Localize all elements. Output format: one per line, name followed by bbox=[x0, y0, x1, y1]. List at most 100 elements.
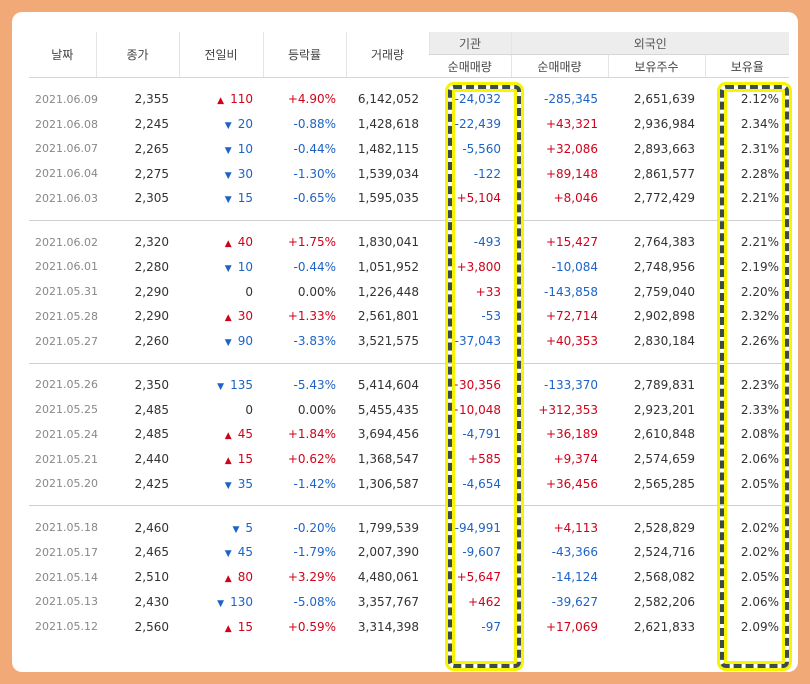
inst-net-cell: +5,104 bbox=[456, 191, 501, 206]
date-cell: 2021.05.17 bbox=[35, 545, 98, 559]
foreign-net-cell: -133,370 bbox=[544, 377, 598, 392]
rate-cell: -0.44% bbox=[293, 141, 336, 156]
up-triangle-icon: ▲ bbox=[224, 623, 232, 634]
holdings-cell: 2,621,833 bbox=[633, 619, 695, 634]
volume-cell: 4,480,061 bbox=[357, 570, 419, 585]
down-triangle-icon: ▼ bbox=[232, 524, 240, 535]
inst-net-cell: +585 bbox=[468, 452, 501, 467]
close-cell: 2,290 bbox=[134, 309, 169, 324]
foreign-net-cell: -285,345 bbox=[544, 92, 598, 107]
close-cell: 2,265 bbox=[134, 141, 169, 156]
rate-cell: +1.33% bbox=[287, 309, 336, 324]
foreign-net-cell: +72,714 bbox=[545, 309, 598, 324]
header-ratio[interactable]: 보유율 bbox=[704, 54, 790, 78]
header-close[interactable]: 종가 bbox=[95, 32, 179, 78]
close-cell: 2,260 bbox=[134, 334, 169, 349]
close-cell: 2,510 bbox=[134, 570, 169, 585]
table-row: 2021.05.26 2,350 ▼ 135 -5.43% 5,414,604 +30,35… bbox=[29, 373, 789, 398]
table-row: 2021.06.03 2,305 ▼ 15 -0.65% 1,595,035 +5,104 +… bbox=[29, 186, 789, 211]
change-value: 30 bbox=[237, 166, 253, 181]
header-inst-net[interactable]: 순매매량 bbox=[429, 54, 511, 78]
date-cell: 2021.06.03 bbox=[35, 191, 98, 205]
header-change[interactable]: 전일비 bbox=[178, 32, 263, 78]
date-cell: 2021.05.14 bbox=[35, 570, 98, 584]
holdings-cell: 2,651,639 bbox=[633, 92, 695, 107]
date-cell: 2021.05.21 bbox=[35, 452, 98, 466]
change-value: 130 bbox=[230, 594, 253, 609]
inst-net-cell: -94,991 bbox=[454, 520, 501, 535]
rate-cell: +3.29% bbox=[287, 570, 336, 585]
inst-net-cell: -4,791 bbox=[462, 427, 501, 442]
holdings-cell: 2,610,848 bbox=[633, 427, 695, 442]
ratio-cell: 2.33% bbox=[740, 402, 780, 417]
header-foreign: 외국인 bbox=[510, 32, 790, 55]
header-holdings[interactable]: 보유주수 bbox=[607, 54, 705, 78]
table-row: 2021.06.04 2,275 ▼ 30 -1.30% 1,539,034 -122 +89… bbox=[29, 161, 789, 186]
change-value: 15 bbox=[237, 619, 253, 634]
up-triangle-icon: ▲ bbox=[224, 431, 232, 442]
ratio-cell: 2.31% bbox=[740, 141, 780, 156]
down-triangle-icon: ▼ bbox=[224, 195, 232, 206]
header-institution: 기관 bbox=[428, 32, 511, 55]
table-row: 2021.05.24 2,485 ▲ 45 +1.84% 3,694,456 -4,791 +… bbox=[29, 422, 789, 447]
change-cell: ▲ 40 bbox=[179, 230, 263, 255]
header-date[interactable]: 날짜 bbox=[29, 32, 96, 78]
foreign-net-cell: +40,353 bbox=[545, 334, 598, 349]
close-cell: 2,440 bbox=[134, 452, 169, 467]
up-triangle-icon: ▲ bbox=[224, 574, 232, 585]
change-value: 45 bbox=[237, 427, 253, 442]
table-row: 2021.06.02 2,320 ▲ 40 +1.75% 1,830,041 -493 +15… bbox=[29, 230, 789, 255]
volume-cell: 1,051,952 bbox=[357, 259, 419, 274]
change-cell: 0 bbox=[179, 397, 263, 422]
inst-net-cell: +5,647 bbox=[456, 570, 501, 585]
date-cell: 2021.06.01 bbox=[35, 260, 98, 274]
volume-cell: 1,595,035 bbox=[357, 191, 419, 206]
table-row: 2021.05.27 2,260 ▼ 90 -3.83% 3,521,575 -37,043… bbox=[29, 329, 789, 354]
close-cell: 2,425 bbox=[134, 476, 169, 491]
change-value: 40 bbox=[237, 235, 253, 250]
date-cell: 2021.05.18 bbox=[35, 521, 98, 535]
ratio-cell: 2.09% bbox=[740, 619, 780, 634]
down-triangle-icon: ▼ bbox=[224, 338, 232, 349]
down-triangle-icon: ▼ bbox=[224, 170, 232, 181]
date-cell: 2021.06.04 bbox=[35, 167, 98, 181]
table-row: 2021.05.31 2,290 0 0.00% 1,226,448 +33 -143,85… bbox=[29, 279, 789, 304]
foreign-net-cell: +89,148 bbox=[545, 166, 598, 181]
date-cell: 2021.05.31 bbox=[35, 285, 98, 299]
rate-cell: -1.30% bbox=[293, 166, 336, 181]
header-rate[interactable]: 등락률 bbox=[262, 32, 346, 78]
close-cell: 2,485 bbox=[134, 427, 169, 442]
holdings-cell: 2,902,898 bbox=[633, 309, 695, 324]
holdings-cell: 2,582,206 bbox=[633, 594, 695, 609]
volume-cell: 1,830,041 bbox=[357, 235, 419, 250]
date-cell: 2021.05.28 bbox=[35, 309, 98, 323]
ratio-cell: 2.26% bbox=[740, 334, 780, 349]
group-padding bbox=[29, 364, 789, 373]
rate-cell: +1.84% bbox=[287, 427, 336, 442]
down-triangle-icon: ▼ bbox=[217, 598, 225, 609]
rate-cell: -3.83% bbox=[293, 334, 336, 349]
inst-net-cell: +462 bbox=[468, 594, 501, 609]
ratio-cell: 2.20% bbox=[740, 284, 780, 299]
holdings-cell: 2,789,831 bbox=[633, 377, 695, 392]
change-value: 10 bbox=[237, 259, 253, 274]
group-separator bbox=[29, 220, 790, 221]
change-value: 20 bbox=[237, 117, 253, 132]
foreign-net-cell: -143,858 bbox=[544, 284, 598, 299]
header-volume[interactable]: 거래량 bbox=[345, 32, 429, 78]
inst-net-cell: -5,560 bbox=[462, 141, 501, 156]
holdings-cell: 2,893,663 bbox=[633, 141, 695, 156]
table-row: 2021.05.21 2,440 ▲ 15 +0.62% 1,368,547 +585 +9,… bbox=[29, 447, 789, 472]
volume-cell: 1,799,539 bbox=[357, 520, 419, 535]
table-row: 2021.05.18 2,460 ▼ 5 -0.20% 1,799,539 -94,991 +… bbox=[29, 515, 789, 540]
rate-cell: -0.44% bbox=[293, 259, 336, 274]
table-area: 날짜 종가 전일비 등락률 거래량 기관 외국인 순매매량 순매매량 보유주수 … bbox=[29, 32, 790, 648]
date-cell: 2021.05.24 bbox=[35, 427, 98, 441]
change-value: 45 bbox=[237, 545, 253, 560]
holdings-cell: 2,861,577 bbox=[633, 166, 695, 181]
date-cell: 2021.05.20 bbox=[35, 477, 98, 491]
table-row: 2021.05.17 2,465 ▼ 45 -1.79% 2,007,390 -9,607 -… bbox=[29, 540, 789, 565]
inst-net-cell: -97 bbox=[481, 619, 501, 634]
holdings-cell: 2,528,829 bbox=[633, 520, 695, 535]
header-foreign-net[interactable]: 순매매량 bbox=[510, 54, 608, 78]
